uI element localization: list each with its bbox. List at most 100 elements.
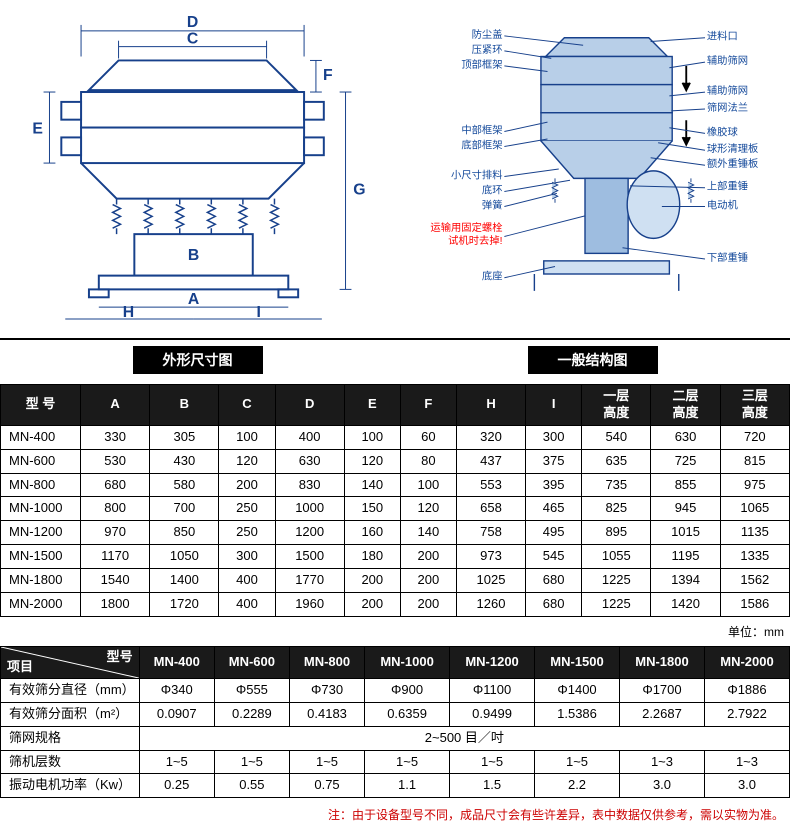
spec-cell: 0.4183 (289, 702, 364, 726)
dim-cell: 1335 (720, 545, 789, 569)
section-labels: 外形尺寸图 一般结构图 (0, 346, 790, 374)
dim-cell: 200 (400, 593, 456, 617)
dim-h: H (123, 304, 134, 321)
spec-cell: 1~5 (450, 750, 535, 774)
dim-row: MN-2000180017204001960200200126068012251… (1, 593, 790, 617)
spec-row-label: 筛网规格 (1, 726, 140, 750)
dim-cell: 850 (150, 521, 219, 545)
dim-header: 二层高度 (651, 385, 720, 426)
right-diagram-title: 一般结构图 (528, 346, 658, 374)
dim-cell: 250 (219, 497, 275, 521)
spec-row-label: 有效筛分面积（m²） (1, 702, 140, 726)
dim-cell: 200 (400, 569, 456, 593)
spec-row: 有效筛分面积（m²）0.09070.22890.41830.63590.9499… (1, 702, 790, 726)
callout-r7: 上部重锤 (707, 180, 748, 193)
dim-cell: 320 (456, 425, 525, 449)
callout-l4: 底部框架 (461, 138, 502, 151)
spec-cell: Φ1400 (535, 678, 620, 702)
spec-model-header: MN-1800 (620, 646, 705, 678)
dim-cell: 1720 (150, 593, 219, 617)
spec-cell: 0.55 (214, 774, 289, 798)
dim-cell: 1420 (651, 593, 720, 617)
dim-cell: 400 (219, 569, 275, 593)
dim-header: 一层高度 (582, 385, 651, 426)
dim-cell: 855 (651, 473, 720, 497)
dim-cell: 1200 (275, 521, 344, 545)
dim-cell: 100 (219, 425, 275, 449)
dim-cell: 1195 (651, 545, 720, 569)
spec-cell: 1~5 (139, 750, 214, 774)
spec-cell: 1~5 (214, 750, 289, 774)
dim-cell: 1065 (720, 497, 789, 521)
callout-r9: 下部重锤 (707, 251, 748, 264)
dim-cell: MN-1800 (1, 569, 81, 593)
outline-diagram: D C F E G B A H I (0, 0, 395, 338)
dim-cell: 1225 (582, 593, 651, 617)
dim-header: I (526, 385, 582, 426)
spec-cell: 0.0907 (139, 702, 214, 726)
dim-cell: MN-600 (1, 449, 81, 473)
dim-cell: 100 (344, 425, 400, 449)
dim-cell: 465 (526, 497, 582, 521)
dim-cell: 120 (219, 449, 275, 473)
spec-cell: 2.2687 (620, 702, 705, 726)
spec-cell: 0.75 (289, 774, 364, 798)
dim-cell: 1400 (150, 569, 219, 593)
dim-header: C (219, 385, 275, 426)
dim-row: MN-1800154014004001770200200102568012251… (1, 569, 790, 593)
dim-e: E (32, 120, 43, 137)
spec-cell: Φ1100 (450, 678, 535, 702)
dim-f: F (323, 67, 333, 84)
dim-cell: 1015 (651, 521, 720, 545)
callout-l6: 底环 (482, 183, 503, 196)
dim-cell: 495 (526, 521, 582, 545)
spec-cell: 1~3 (704, 750, 789, 774)
callout-r5: 球形清理板 (707, 142, 758, 155)
spec-model-header: MN-1200 (450, 646, 535, 678)
dim-cell: 250 (219, 521, 275, 545)
callout-l7: 弹簧 (482, 198, 503, 211)
dim-header: 型 号 (1, 385, 81, 426)
callout-r0: 进料口 (707, 30, 738, 43)
callout-l2: 顶部框架 (461, 58, 502, 71)
callout-r4: 橡胶球 (707, 125, 739, 138)
spec-model-header: MN-1000 (365, 646, 450, 678)
dim-cell: MN-1000 (1, 497, 81, 521)
dim-row: MN-800680580200830140100553395735855975 (1, 473, 790, 497)
spec-model-header: MN-400 (139, 646, 214, 678)
dim-i: I (256, 304, 260, 321)
dim-cell: 1055 (582, 545, 651, 569)
spec-cell: 1~5 (535, 750, 620, 774)
callout-l1: 压紧环 (472, 44, 503, 56)
dim-cell: 975 (720, 473, 789, 497)
spec-table: 型号 项目 MN-400MN-600MN-800MN-1000MN-1200MN… (0, 646, 790, 798)
dim-cell: 973 (456, 545, 525, 569)
spec-cell: Φ900 (365, 678, 450, 702)
dim-cell: 680 (526, 593, 582, 617)
dim-row: MN-1000800700250100015012065846582594510… (1, 497, 790, 521)
callout-l9: 底座 (482, 270, 503, 283)
spec-cell: 0.9499 (450, 702, 535, 726)
spec-model-header: MN-1500 (535, 646, 620, 678)
dim-cell: 430 (150, 449, 219, 473)
dim-row: MN-40033030510040010060320300540630720 (1, 425, 790, 449)
spec-row-label: 筛机层数 (1, 750, 140, 774)
spec-span-cell: 2~500 目／吋 (139, 726, 789, 750)
dim-cell: 540 (582, 425, 651, 449)
dim-cell: 800 (81, 497, 150, 521)
dim-cell: 300 (526, 425, 582, 449)
dim-cell: 1770 (275, 569, 344, 593)
spec-cell: 1.5 (450, 774, 535, 798)
callout-r3: 筛网法兰 (707, 101, 748, 114)
dim-cell: 1050 (150, 545, 219, 569)
dim-cell: 305 (150, 425, 219, 449)
dim-cell: 1000 (275, 497, 344, 521)
dim-row: MN-1200970850250120016014075849589510151… (1, 521, 790, 545)
dim-a: A (188, 291, 199, 308)
spec-cell: Φ730 (289, 678, 364, 702)
dim-row: MN-60053043012063012080437375635725815 (1, 449, 790, 473)
dim-g: G (353, 182, 365, 199)
dim-cell: 1394 (651, 569, 720, 593)
spec-cell: 0.6359 (365, 702, 450, 726)
callout-r2: 辅助筛网 (707, 84, 748, 97)
